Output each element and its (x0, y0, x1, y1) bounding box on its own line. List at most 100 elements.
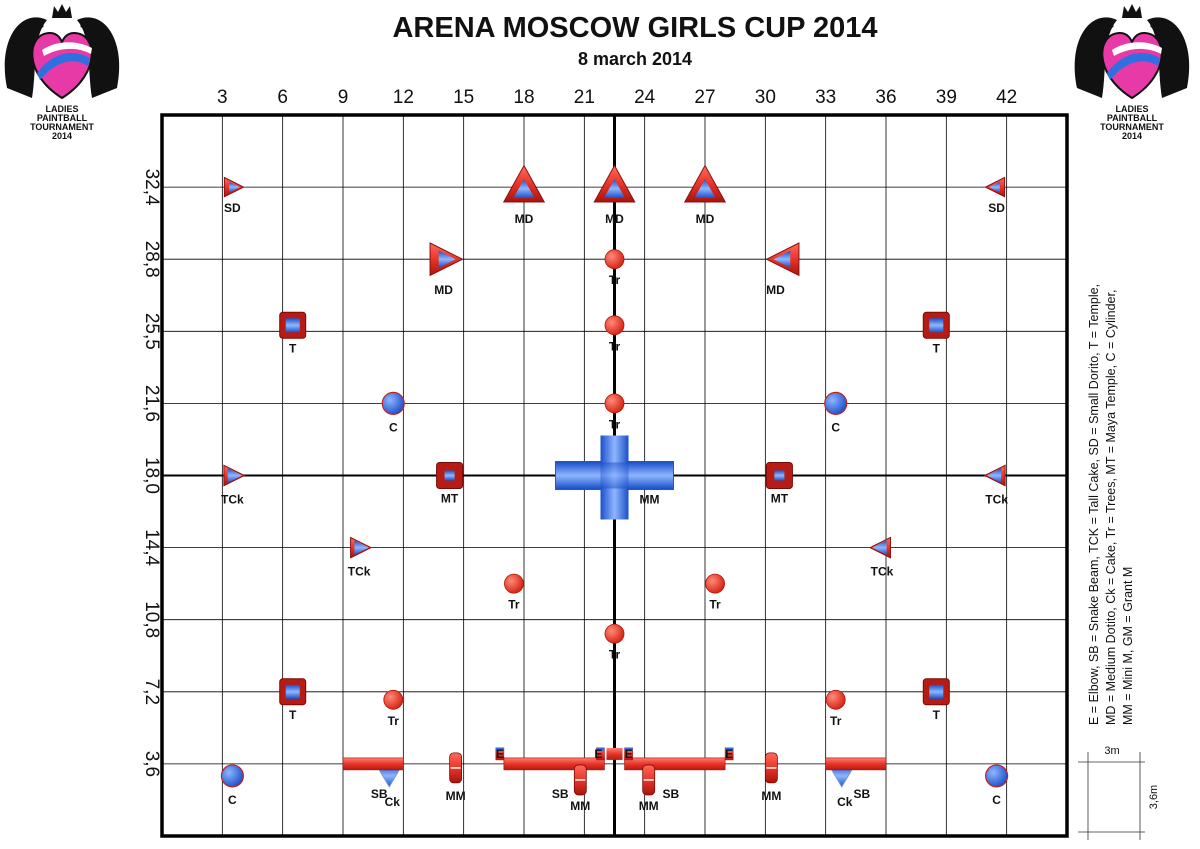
elbow-top (596, 747, 605, 751)
obstacle-label: TCk (348, 565, 371, 579)
bunker-label: MM (761, 789, 781, 803)
tree (604, 249, 625, 270)
obstacle-label: TCk (871, 565, 894, 579)
x-axis-tick-label: 36 (875, 87, 896, 108)
medium-dorito-core (773, 250, 791, 268)
obstacle-label: Ck (837, 795, 853, 809)
tree (604, 315, 625, 336)
tall-cake-core (354, 540, 369, 555)
obstacle-label: Tr (388, 714, 400, 728)
bunker-label: E (496, 747, 504, 761)
obstacle-label: MD (515, 212, 534, 226)
tall-cake-core (227, 468, 243, 483)
mini-m-cross-shade (556, 462, 673, 489)
y-axis-tick-label: 14,4 (141, 529, 162, 566)
obstacle-label: TCk (985, 493, 1008, 507)
snake-beam (342, 757, 404, 771)
snake-beam (624, 757, 726, 771)
y-axis-tick-label: 25,5 (141, 313, 162, 350)
obstacle-label: SD (224, 201, 241, 215)
x-axis-tick-label: 30 (755, 87, 776, 108)
obstacle-label: C (992, 793, 1001, 807)
small-dorito-core (229, 181, 240, 193)
cylinder (985, 764, 1009, 788)
x-axis-tick-label: 21 (574, 87, 595, 108)
tree (504, 573, 524, 594)
y-axis-tick-label: 7,2 (141, 679, 162, 705)
x-axis-tick-label: 27 (694, 87, 715, 108)
scale-width-label: 3m (1104, 745, 1119, 757)
maya-temple-core (444, 470, 455, 481)
logo-wing-icon (1150, 22, 1179, 48)
logo-wing-icon (1085, 22, 1114, 48)
tree (604, 623, 625, 644)
temple-core (285, 318, 300, 333)
bunker-label: MM (570, 799, 590, 813)
obstacle-label: C (831, 420, 840, 434)
tall-cake-core (872, 540, 887, 555)
logo-text-line: 2014 (52, 131, 72, 141)
y-axis-tick-label: 3,6 (141, 751, 162, 777)
bunker-label: E (625, 747, 633, 761)
x-axis-tick-label: 6 (277, 87, 288, 108)
tree (604, 393, 625, 414)
obstacle-label: T (289, 341, 297, 355)
obstacle-label: Tr (609, 417, 621, 431)
obstacle-label: T (933, 341, 941, 355)
obstacle-label: Tr (508, 598, 520, 612)
scale-height-label: 3,6m (1148, 785, 1160, 809)
y-axis-tick-label: 21,6 (141, 385, 162, 422)
snake-beam (503, 757, 605, 771)
logo-crown-icon (52, 4, 72, 18)
x-axis-tick-label: 18 (513, 87, 534, 108)
obstacle-label: Tr (609, 339, 621, 353)
maya-temple-core (774, 470, 785, 481)
bunker-label: MM (446, 789, 466, 803)
obstacle-label: Tr (709, 598, 721, 612)
logo-text-line: PAINTBALL (1107, 113, 1158, 123)
page-subtitle: 8 march 2014 (577, 49, 693, 69)
elbow-top (725, 747, 734, 751)
temple-core (285, 684, 300, 699)
obstacle-label: Tr (830, 714, 842, 728)
obstacle-label: SD (988, 201, 1005, 215)
y-axis-tick-label: 18,0 (141, 457, 162, 494)
logo-text-line: LADIES (45, 104, 78, 114)
cylinder (824, 391, 848, 415)
temple-core (929, 318, 944, 333)
obstacle-label: T (289, 708, 297, 722)
y-axis-tick-label: 32,4 (141, 169, 162, 206)
legend-line: E = Elbow, SB = Snake Beam, TCK = Tall C… (1087, 284, 1101, 725)
obstacle-label: Ck (385, 795, 401, 809)
x-axis-tick-label: 24 (634, 87, 656, 108)
y-axis-tick-label: 10,8 (141, 601, 162, 638)
elbow-top (495, 747, 504, 751)
bunker-label: SB (662, 787, 679, 801)
obstacle-label: MD (696, 212, 715, 226)
logo-heart-stripe (37, 53, 90, 80)
cylinder (220, 764, 244, 788)
logo-text-line: TOURNAMENT (1100, 122, 1164, 132)
x-axis-tick-label: 39 (936, 87, 957, 108)
legend-line: MM = Mini M, GM = Grant M (1121, 567, 1135, 725)
x-axis-tick-label: 33 (815, 87, 836, 108)
x-axis-tick-label: 15 (453, 87, 474, 108)
medium-dorito-core (694, 179, 716, 199)
logo-text-line: 2014 (1122, 131, 1142, 141)
obstacle-label: MT (771, 492, 789, 506)
bunker-label: E (594, 747, 602, 761)
y-axis-tick-label: 28,8 (141, 241, 162, 278)
field-border (160, 113, 1069, 838)
medium-dorito-core (438, 250, 456, 268)
logo-crown-icon (1122, 4, 1142, 18)
obstacle-label: MD (605, 212, 624, 226)
obstacle-label: C (228, 793, 237, 807)
elbow-top (624, 747, 633, 751)
medium-dorito-core (513, 179, 535, 199)
obstacle-label: C (389, 420, 398, 434)
logo-wing-icon (15, 22, 44, 48)
